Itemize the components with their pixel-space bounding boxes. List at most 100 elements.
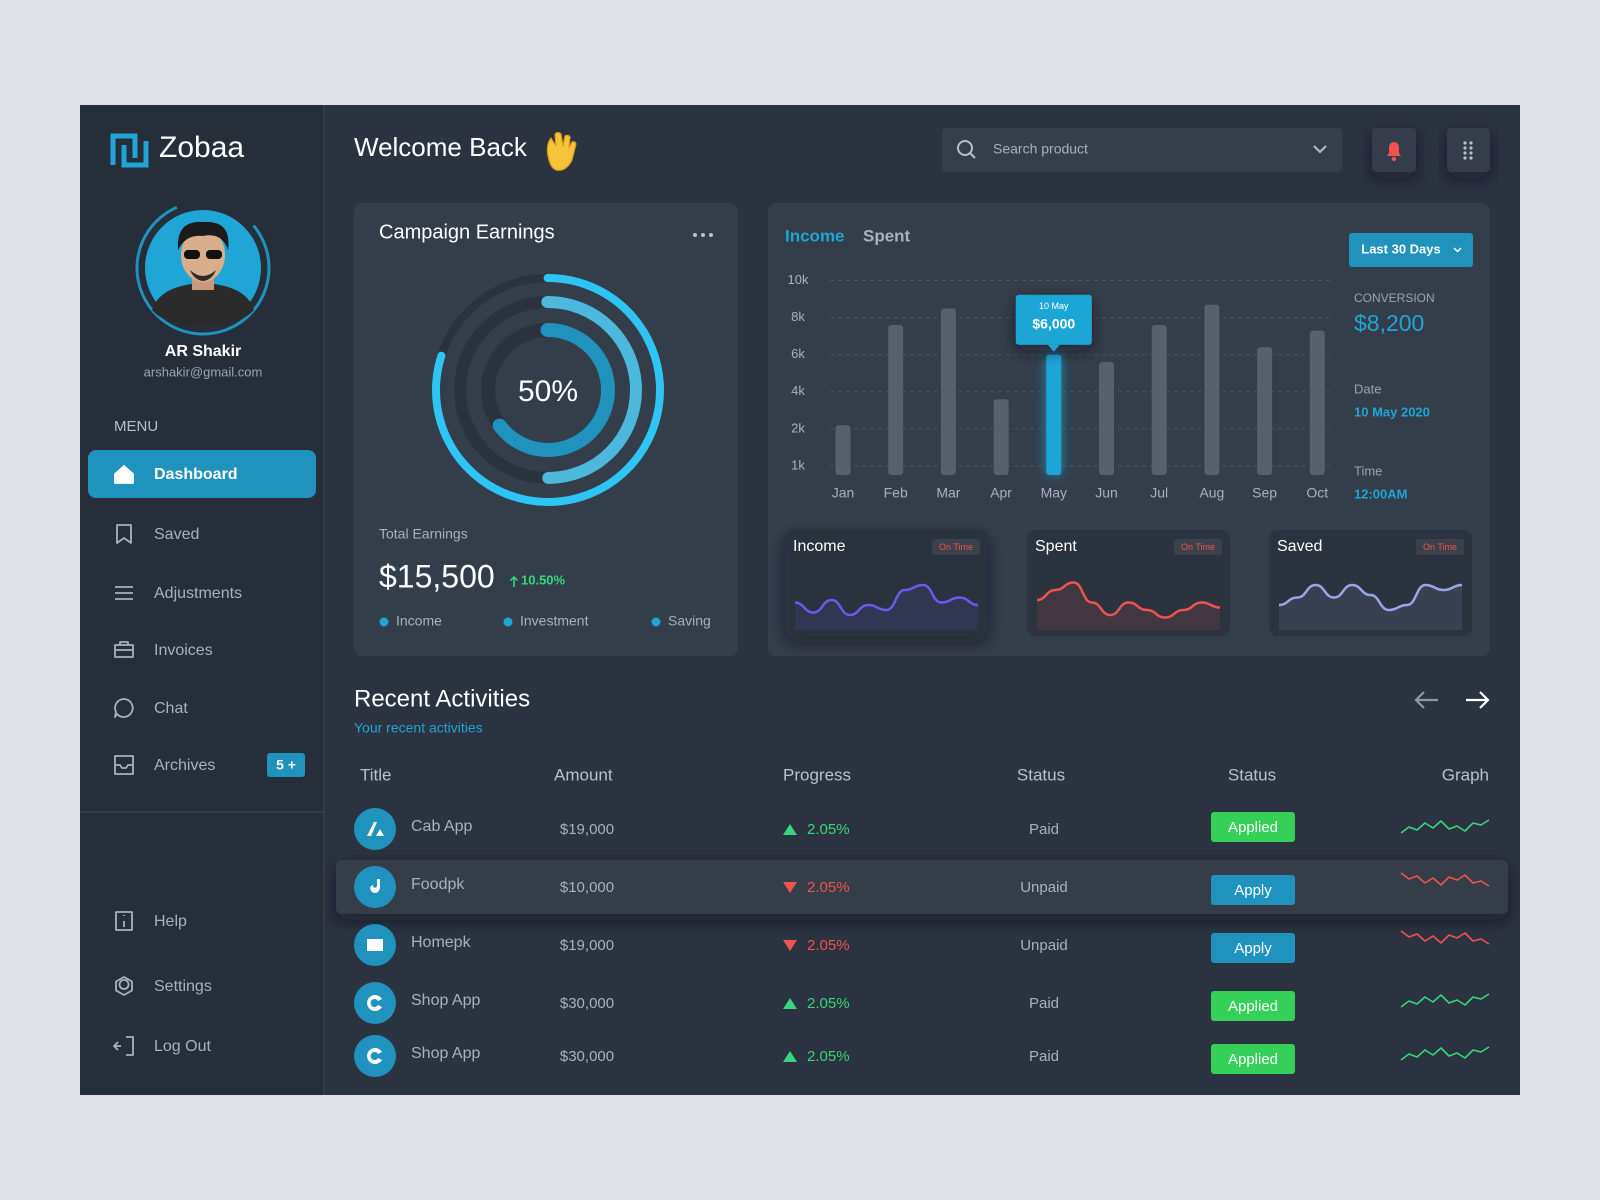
user-name: AR Shakir (165, 343, 241, 360)
row-payment: Unpaid (1020, 937, 1068, 954)
bar[interactable] (993, 399, 1009, 475)
row-progress: 2.05% (807, 937, 850, 954)
date-value: 10 May 2020 (1354, 404, 1430, 419)
column-header: Progress (783, 765, 851, 784)
row-graph (1400, 930, 1490, 945)
bar[interactable] (888, 325, 904, 475)
avatar (135, 200, 271, 336)
date-label: Date (1354, 381, 1381, 396)
row-highlight (336, 860, 1508, 914)
row-progress: 2.05% (807, 879, 850, 896)
bar[interactable] (1309, 330, 1325, 475)
activity-row[interactable]: Homepk $19,000 2.05% Unpaid Apply (354, 924, 1490, 966)
row-icon-bg (354, 866, 396, 908)
legend-label: Saving (668, 613, 711, 629)
mini-card-title: Saved (1277, 538, 1322, 555)
tooltip-pointer (1047, 344, 1060, 352)
badge: On Time (939, 542, 973, 552)
footer-menu-item[interactable]: Log Out (113, 1036, 211, 1056)
mini-card[interactable]: Income On Time (785, 530, 988, 636)
activity-row[interactable]: Foodpk $10,000 2.05% Unpaid Apply (336, 860, 1508, 914)
menu-item[interactable]: Archives 5 + (114, 753, 305, 777)
status-button: Applied (1228, 1051, 1278, 1068)
badge-bg (932, 539, 980, 555)
row-amount: $19,000 (560, 821, 614, 838)
activities-subtitle: Your recent activities (354, 720, 483, 736)
prev-button[interactable] (1414, 691, 1438, 709)
bar[interactable] (835, 425, 851, 475)
tooltip-date: 10 May (1039, 301, 1069, 311)
row-payment: Paid (1029, 1048, 1059, 1065)
row-amount: $30,000 (560, 995, 614, 1012)
total-value: $15,500 (379, 558, 495, 594)
row-icon (367, 822, 384, 836)
row-payment: Paid (1029, 821, 1059, 838)
footer-menu-item[interactable]: Help (115, 911, 187, 931)
menu-label: Adjustments (154, 585, 242, 602)
activity-row[interactable]: Cab App $19,000 2.05% Paid Applied (354, 808, 1490, 850)
range-button[interactable]: Last 30 Days (1349, 233, 1473, 267)
status-button-bg (1211, 875, 1295, 905)
row-graph (1400, 819, 1490, 834)
badge-bg (1174, 539, 1222, 555)
x-tick-label: Apr (990, 485, 1012, 501)
menu-item[interactable]: Saved (116, 524, 199, 544)
y-tick-label: 4k (791, 383, 805, 398)
row-title: Foodpk (411, 876, 465, 893)
legend-label: Investment (520, 613, 589, 629)
bar[interactable] (1204, 304, 1220, 475)
more-button[interactable] (693, 233, 713, 237)
x-tick-label: Sep (1252, 485, 1277, 501)
bar[interactable] (1046, 354, 1062, 475)
mini-card[interactable]: Saved On Time (1269, 530, 1472, 636)
ring-arc (481, 323, 615, 457)
column-header: Title (360, 765, 392, 784)
ring-arc (454, 296, 642, 484)
chart-tab[interactable]: Spent (863, 226, 911, 245)
notification-button[interactable] (1372, 128, 1416, 172)
column-header: Status (1017, 765, 1065, 784)
next-button[interactable] (1466, 691, 1490, 709)
mini-card[interactable]: Spent On Time (1027, 530, 1230, 636)
legend-dot (503, 617, 513, 627)
y-tick-label: 6k (791, 346, 805, 361)
campaign-card (354, 203, 738, 656)
row-payment: Unpaid (1020, 879, 1068, 896)
menu-label: Dashboard (154, 466, 238, 483)
mini-card-bg (785, 530, 988, 636)
menu-icon (115, 911, 133, 931)
footer-menu-item[interactable]: Settings (115, 976, 212, 996)
badge-bg (1416, 539, 1464, 555)
status-button: Applied (1228, 998, 1278, 1015)
bar[interactable] (1151, 325, 1167, 475)
total-change: 10.50% (521, 572, 566, 587)
donut-center-label: 50% (518, 375, 578, 408)
activity-row[interactable]: Shop App $30,000 2.05% Paid Applied (354, 982, 1490, 1024)
status-button: Apply (1234, 882, 1272, 899)
chart-tab[interactable]: Income (785, 226, 845, 245)
menu-active-bg (88, 450, 316, 498)
row-icon-bg (354, 1035, 396, 1077)
trend-arrow (783, 998, 797, 1009)
menu-item[interactable]: Dashboard (88, 450, 316, 498)
menu-item[interactable]: Invoices (114, 641, 213, 659)
row-amount: $10,000 (560, 879, 614, 896)
row-title: Cab App (411, 818, 472, 835)
menu-item[interactable]: Adjustments (115, 585, 242, 602)
bar[interactable] (1099, 362, 1114, 475)
apps-button[interactable] (1447, 128, 1490, 172)
menu-icon (114, 755, 134, 775)
row-progress: 2.05% (807, 1048, 850, 1065)
sparkline (1036, 581, 1221, 619)
column-header: Graph (1442, 765, 1489, 784)
bar[interactable] (940, 308, 956, 475)
x-tick-label: Oct (1306, 485, 1328, 501)
activity-row[interactable]: Shop App $30,000 2.05% Paid Applied (354, 1035, 1490, 1077)
activities-title: Recent Activities (354, 685, 530, 712)
search-box[interactable]: Search product (942, 128, 1342, 172)
menu-item[interactable]: Chat (114, 698, 188, 718)
column-header: Status (1228, 765, 1276, 784)
row-graph (1400, 1046, 1490, 1061)
menu-label: Invoices (154, 642, 213, 659)
bar[interactable] (1257, 347, 1273, 475)
